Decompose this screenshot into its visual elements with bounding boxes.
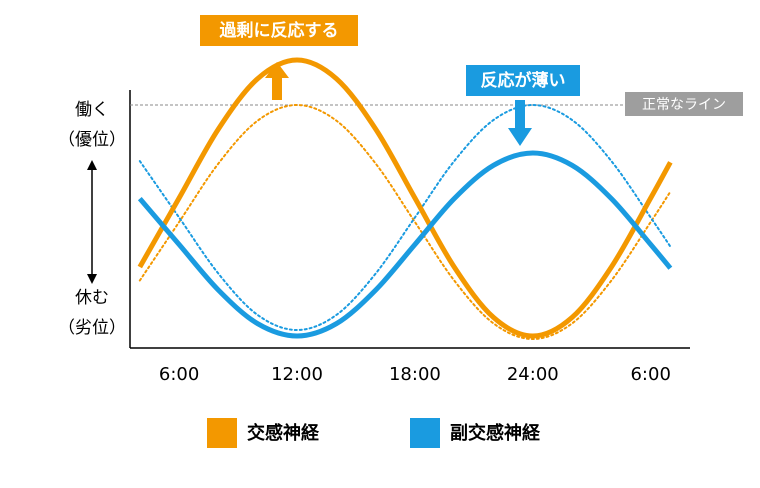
series-line xyxy=(137,150,673,339)
normal-line-box xyxy=(625,92,743,116)
annotation: 反応が薄い xyxy=(466,65,580,146)
x-tick-label: 24:00 xyxy=(507,364,559,385)
reference-line xyxy=(138,103,672,332)
legend-swatch xyxy=(207,418,237,448)
y-label-bottom: （劣位） xyxy=(58,318,126,338)
annotation-arrow xyxy=(265,62,289,100)
x-tick-label: 6:00 xyxy=(159,364,199,385)
x-tick-label: 18:00 xyxy=(389,364,441,385)
reference-line xyxy=(138,103,672,341)
x-tick-label: 6:00 xyxy=(630,364,670,385)
legend-label: 副交感神経 xyxy=(450,422,541,444)
legend-swatch xyxy=(410,418,440,448)
annotation-box xyxy=(466,65,580,96)
legend-label: 交感神経 xyxy=(247,422,320,444)
y-label-top: （優位） xyxy=(58,130,126,150)
normal-line-label: 正常なライン xyxy=(642,97,726,113)
series-line xyxy=(137,57,673,339)
y-double-arrow xyxy=(87,160,97,284)
annotation: 過剰に反応する xyxy=(200,15,358,100)
annotation-text: 過剰に反応する xyxy=(220,20,339,41)
x-tick-label: 12:00 xyxy=(271,364,323,385)
annotation-arrow xyxy=(508,100,532,146)
annotation-text: 反応が薄い xyxy=(481,70,566,91)
y-label-bottom: 休む xyxy=(75,288,109,308)
annotation-box xyxy=(200,15,358,46)
y-label-top: 働く xyxy=(75,100,109,120)
